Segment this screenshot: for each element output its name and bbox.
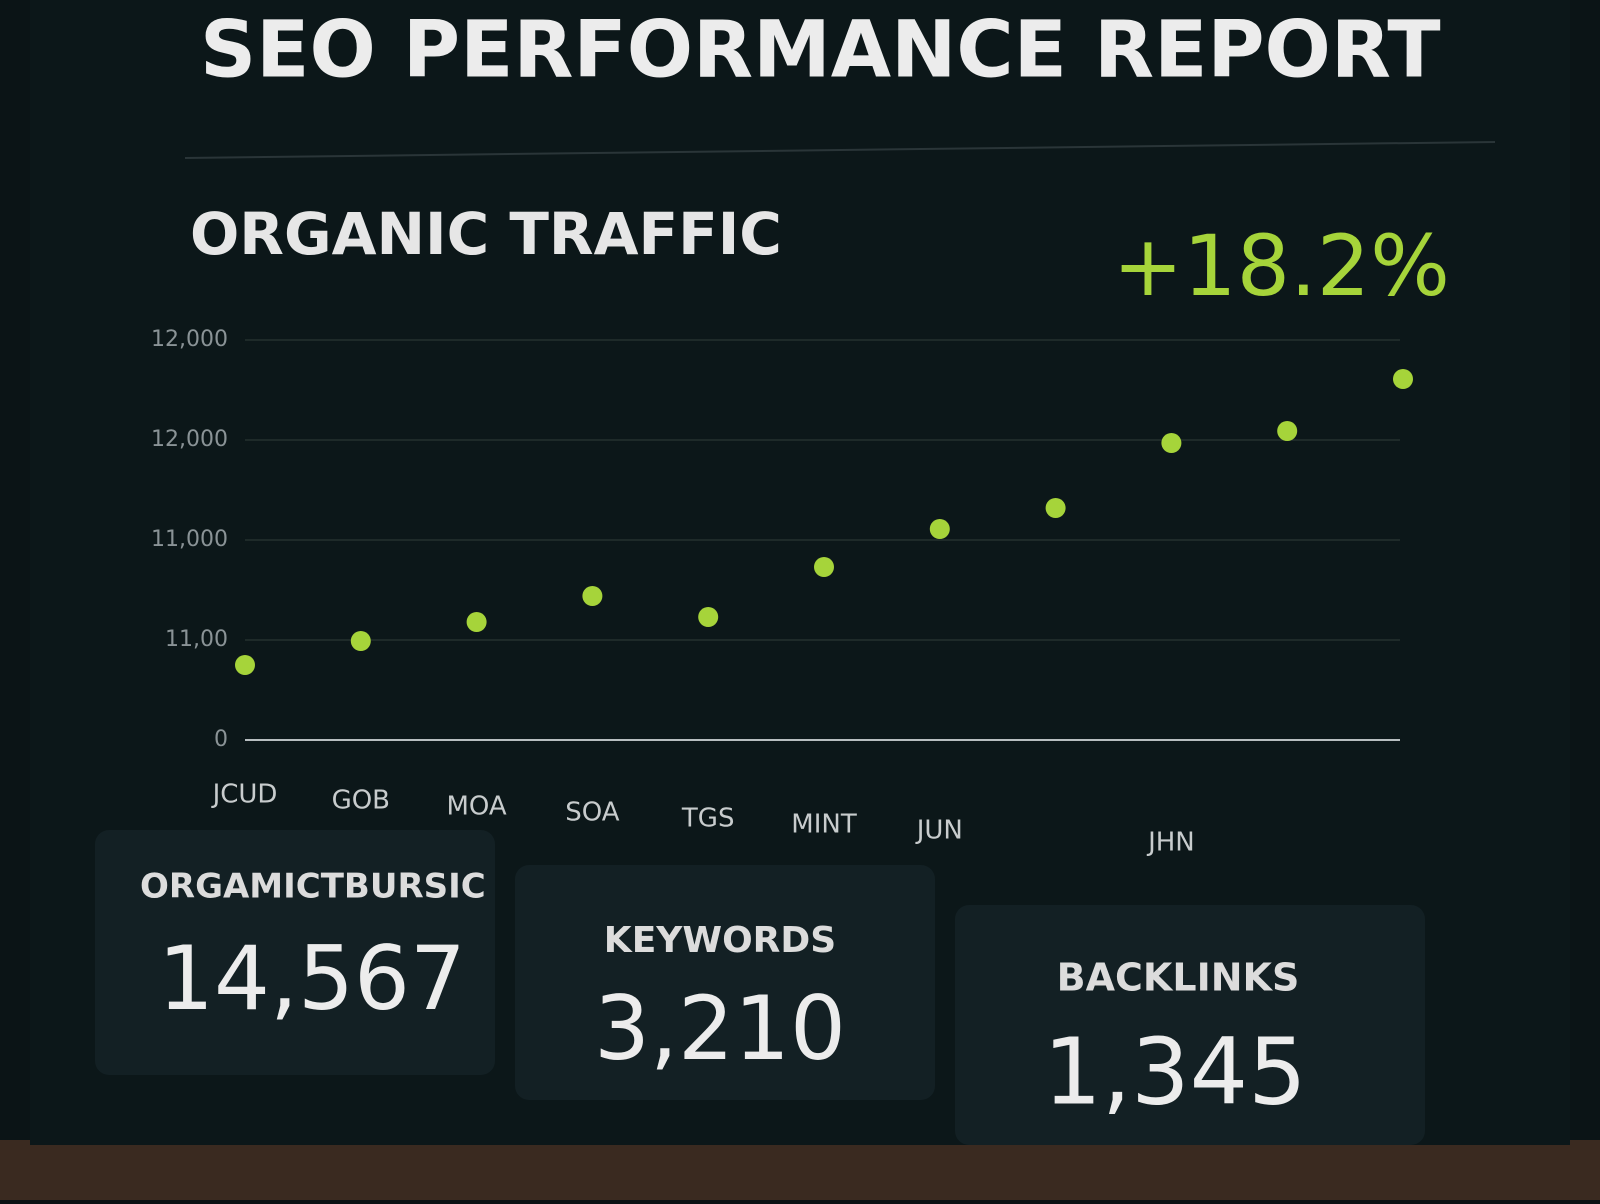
plot: 0 11,00 11,000 12,000 12,000 JCUD GOB MOA SOA TGS… [151,327,1413,858]
x-tick-label: MINT [791,810,857,840]
divider [184,141,1496,159]
x-tick-label: GOB [332,786,390,816]
card [515,865,935,1100]
x-tick-label: JCUD [211,780,278,810]
data-point [1045,498,1066,518]
y-tick-label: 11,000 [151,527,228,552]
chart-title: ORGANIC TRAFFIC [190,200,782,268]
card-value: 3,210 [594,977,846,1080]
x-tick-label: MOA [446,792,506,822]
y-tick-label: 11,00 [165,627,228,652]
y-tick-label: 12,000 [151,427,228,452]
data-point [350,631,371,651]
y-tick-label: 0 [214,727,228,752]
card-value: 1,345 [1043,1018,1306,1125]
card [95,830,495,1075]
data-point [1161,433,1182,453]
data-point [1277,421,1298,441]
x-tick-label: JUN [915,816,963,846]
x-tick-label: SOA [565,798,620,828]
data-point [814,557,834,577]
data-point [1393,369,1413,389]
x-tick-label: JHN [1146,828,1195,858]
data-point [929,519,950,539]
y-tick-label: 12,000 [151,327,228,352]
desk-edge [0,1140,1600,1200]
data-point [698,607,719,627]
card-label: KEYWORDS [604,920,836,961]
data-point [235,655,255,675]
card-label: BACKLINKS [1057,956,1300,1000]
card-value: 14,567 [158,927,466,1030]
data-point [582,586,603,606]
growth-annotation: +18.2% [1113,217,1450,315]
page-title: SEO PERFORMANCE REPORT [200,5,1441,95]
x-tick-label: TGS [681,804,735,834]
data-point [466,612,487,632]
card [955,905,1425,1145]
card-label: ORGAMICTBURSIC [140,867,486,907]
